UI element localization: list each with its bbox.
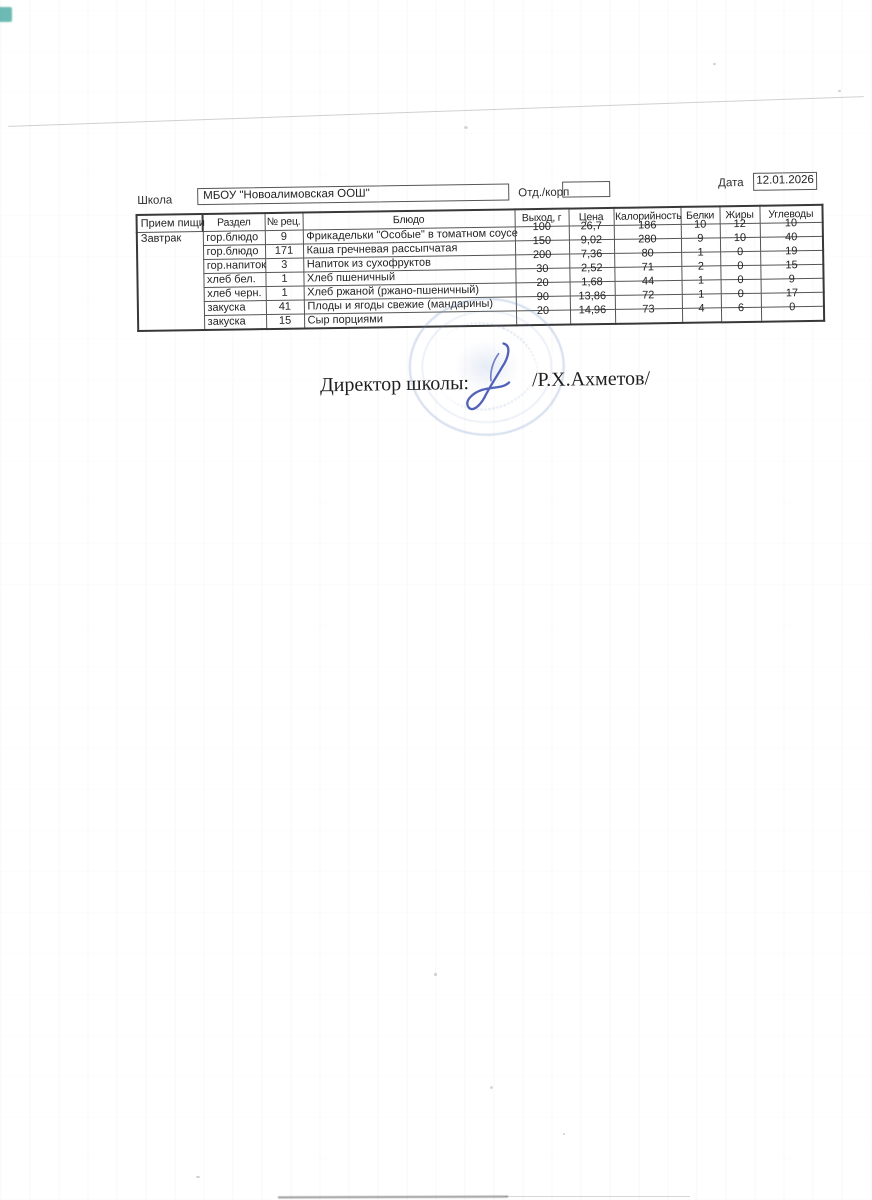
- recipe-cell: 1: [265, 285, 304, 301]
- recipe-cell: 41: [265, 299, 304, 315]
- scan-speck: [464, 126, 468, 129]
- date-value-field: 12.01.2026: [752, 171, 818, 191]
- weight-cell: 20: [515, 304, 571, 325]
- dept-value-field: [562, 180, 611, 198]
- recipe-cell: 15: [266, 313, 305, 329]
- director-label: Директор школы:: [319, 372, 470, 397]
- school-value-field: МБОУ "Новоалимовская ООШ": [197, 183, 510, 206]
- col-header-section: Раздел: [202, 213, 265, 232]
- scan-artifact-streak: [8, 96, 864, 127]
- scan-artifact-bottom-edge: [505, 1196, 690, 1197]
- scan-speck: [713, 63, 716, 65]
- school-label: Школа: [137, 194, 173, 207]
- section-cell: гор.блюдо: [202, 244, 266, 259]
- section-cell: хлеб бел.: [203, 272, 266, 287]
- menu-table-body: Завтрак гор.блюдо 9 Фрикадельки "Особые" …: [136, 217, 825, 331]
- col-header-meal: Прием пищи: [136, 214, 205, 232]
- scan-artifact-bottom-edge: [277, 1195, 509, 1199]
- col-header-recipe: № рец.: [264, 212, 303, 231]
- recipe-cell: 1: [265, 271, 304, 287]
- recipe-cell: 9: [264, 229, 303, 245]
- carbs-cell: 0: [760, 301, 825, 322]
- scan-artifact-teal-mark: [0, 7, 12, 22]
- section-cell: гор.блюдо: [202, 230, 265, 245]
- signature-ink: [466, 342, 511, 411]
- scan-speck: [434, 973, 437, 976]
- scan-speck: [490, 1086, 493, 1089]
- section-cell: хлеб черн.: [203, 286, 266, 301]
- menu-table: Прием пищи Раздел № рец. Блюдо Выход, г …: [135, 203, 826, 332]
- section-cell: гор.напиток: [203, 258, 266, 273]
- date-label: Дата: [718, 176, 744, 190]
- section-cell: закуска: [203, 300, 267, 315]
- scan-speck: [563, 1133, 565, 1135]
- price-cell: 14,96: [569, 304, 616, 325]
- section-cell: закуска: [204, 314, 267, 330]
- recipe-cell: 171: [264, 243, 304, 259]
- document-content: Школа МБОУ "Новоалимовская ООШ" Отд./кор…: [135, 170, 830, 500]
- meal-cell: Завтрак: [136, 231, 205, 331]
- recipe-cell: 3: [265, 257, 304, 273]
- director-name: /Р.Х.Ахметов/: [531, 367, 651, 392]
- calories-cell: 73: [614, 303, 683, 324]
- protein-cell: 4: [681, 302, 722, 323]
- scan-speck: [196, 1176, 200, 1178]
- fat-cell: 6: [720, 301, 762, 322]
- dish-cell: Сыр порциями: [303, 310, 517, 329]
- scan-speck: [838, 90, 841, 92]
